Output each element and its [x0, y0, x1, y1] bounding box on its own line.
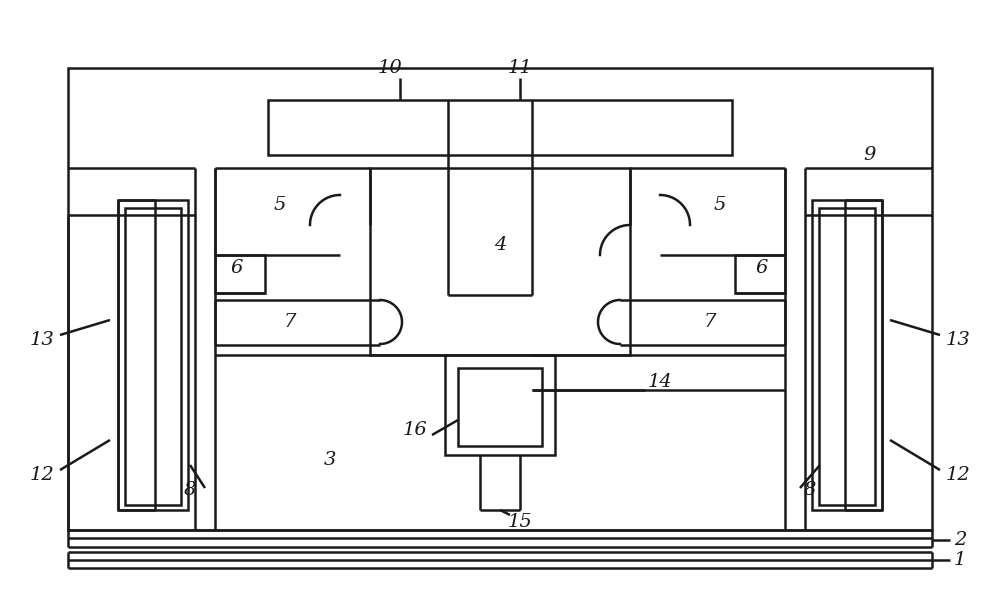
Text: 6: 6 — [231, 259, 243, 277]
Text: 3: 3 — [324, 451, 336, 469]
Bar — [812, 200, 882, 510]
Text: 1: 1 — [954, 551, 966, 569]
Bar — [735, 255, 785, 293]
Text: 12: 12 — [946, 466, 970, 484]
Text: 5: 5 — [274, 196, 286, 214]
Bar — [125, 208, 181, 505]
Text: 12: 12 — [30, 466, 54, 484]
Bar — [68, 68, 932, 530]
Text: 10: 10 — [378, 59, 402, 77]
Text: 16: 16 — [403, 421, 427, 439]
Bar — [118, 200, 188, 510]
Text: 8: 8 — [184, 481, 196, 499]
Text: 2: 2 — [954, 531, 966, 549]
Bar — [445, 355, 555, 455]
Bar — [458, 368, 542, 446]
Bar — [370, 168, 630, 355]
Bar — [268, 100, 732, 155]
Text: 4: 4 — [494, 236, 506, 254]
Text: 14: 14 — [648, 373, 672, 391]
Text: 7: 7 — [704, 313, 716, 331]
Text: 5: 5 — [714, 196, 726, 214]
Text: 6: 6 — [756, 259, 768, 277]
Text: 8: 8 — [804, 481, 816, 499]
Text: 11: 11 — [508, 59, 532, 77]
Text: 15: 15 — [508, 513, 532, 531]
Bar — [215, 255, 265, 293]
Text: 13: 13 — [30, 331, 54, 349]
Text: 7: 7 — [284, 313, 296, 331]
Bar — [819, 208, 875, 505]
Text: 9: 9 — [864, 146, 876, 164]
Text: 13: 13 — [946, 331, 970, 349]
